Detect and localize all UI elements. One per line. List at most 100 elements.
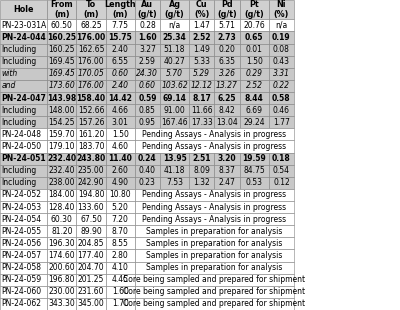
Bar: [106, 68, 135, 80]
Text: PN-24-058: PN-24-058: [2, 263, 42, 272]
Text: 0.65: 0.65: [245, 33, 264, 42]
Bar: [160, 104, 189, 116]
Text: 20.76: 20.76: [243, 21, 265, 30]
Text: n/a: n/a: [275, 21, 288, 30]
Bar: [106, 177, 135, 189]
Bar: [269, 44, 294, 56]
Text: 162.65: 162.65: [78, 45, 104, 54]
Text: 204.85: 204.85: [78, 239, 104, 248]
Text: 5.33: 5.33: [193, 57, 210, 66]
Bar: [0, 189, 47, 201]
Text: 0.95: 0.95: [139, 118, 156, 127]
Bar: [160, 116, 189, 128]
Text: 3.31: 3.31: [273, 69, 290, 78]
Text: Length
(m): Length (m): [104, 0, 136, 20]
Text: PN-24-053: PN-24-053: [2, 202, 42, 211]
Text: 176.00: 176.00: [78, 82, 104, 91]
Bar: [269, 177, 294, 189]
Text: 2.40: 2.40: [112, 82, 129, 91]
Text: 7.75: 7.75: [112, 21, 129, 30]
Text: 194.80: 194.80: [78, 190, 104, 199]
Bar: [106, 165, 135, 177]
Text: Pt
(g/t): Pt (g/t): [244, 0, 264, 20]
Bar: [47, 153, 76, 165]
Bar: [240, 0, 269, 19]
Text: 13.95: 13.95: [163, 154, 186, 163]
Bar: [189, 56, 214, 68]
Bar: [135, 274, 294, 286]
Text: 0.43: 0.43: [273, 57, 290, 66]
Bar: [214, 92, 240, 104]
Bar: [76, 262, 106, 274]
Text: 6.55: 6.55: [112, 57, 129, 66]
Text: 230.00: 230.00: [48, 287, 75, 296]
Bar: [160, 0, 189, 19]
Bar: [189, 92, 214, 104]
Text: 3.20: 3.20: [218, 154, 236, 163]
Text: 128.40: 128.40: [49, 202, 75, 211]
Text: 243.80: 243.80: [76, 154, 106, 163]
Text: 345.00: 345.00: [78, 299, 104, 308]
Bar: [76, 250, 106, 262]
Bar: [269, 80, 294, 92]
Bar: [269, 153, 294, 165]
Text: PN-24-060: PN-24-060: [2, 287, 42, 296]
Text: 0.20: 0.20: [218, 45, 236, 54]
Bar: [0, 298, 47, 310]
Bar: [214, 32, 240, 44]
Text: 1.32: 1.32: [194, 178, 210, 187]
Bar: [47, 32, 76, 44]
Text: 11.40: 11.40: [108, 154, 132, 163]
Text: 6.69: 6.69: [246, 106, 263, 115]
Bar: [106, 128, 135, 140]
Text: 0.60: 0.60: [112, 69, 129, 78]
Bar: [135, 116, 160, 128]
Text: Core being sampled and prepared for shipment: Core being sampled and prepared for ship…: [123, 275, 306, 284]
Text: 174.60: 174.60: [48, 251, 75, 260]
Text: 167.46: 167.46: [161, 118, 188, 127]
Bar: [47, 237, 76, 250]
Text: 2.52: 2.52: [192, 33, 211, 42]
Bar: [47, 116, 76, 128]
Bar: [269, 0, 294, 19]
Text: Including: Including: [2, 178, 37, 187]
Bar: [0, 19, 47, 32]
Bar: [0, 92, 47, 104]
Text: PN-24-050: PN-24-050: [2, 142, 42, 151]
Bar: [76, 201, 106, 213]
Text: PN-24-047: PN-24-047: [2, 94, 46, 103]
Text: 143.98: 143.98: [47, 94, 76, 103]
Bar: [76, 237, 106, 250]
Bar: [214, 116, 240, 128]
Text: 154.25: 154.25: [48, 118, 75, 127]
Bar: [76, 44, 106, 56]
Bar: [76, 286, 106, 298]
Text: 0.08: 0.08: [273, 45, 290, 54]
Text: 8.70: 8.70: [112, 227, 129, 236]
Text: 179.10: 179.10: [48, 142, 75, 151]
Text: Pending Assays - Analysis in progress: Pending Assays - Analysis in progress: [142, 190, 286, 199]
Bar: [135, 19, 160, 32]
Text: Cu
(%): Cu (%): [194, 0, 210, 20]
Bar: [0, 80, 47, 92]
Bar: [0, 177, 47, 189]
Bar: [0, 153, 47, 165]
Text: 7.53: 7.53: [166, 178, 183, 187]
Text: 1.49: 1.49: [193, 45, 210, 54]
Bar: [189, 153, 214, 165]
Bar: [135, 201, 294, 213]
Text: 2.73: 2.73: [218, 33, 236, 42]
Text: 0.59: 0.59: [138, 94, 157, 103]
Text: Samples in preparation for analysis: Samples in preparation for analysis: [146, 251, 282, 260]
Bar: [76, 274, 106, 286]
Text: 0.24: 0.24: [138, 154, 157, 163]
Bar: [76, 56, 106, 68]
Bar: [76, 165, 106, 177]
Bar: [106, 140, 135, 153]
Text: PN-24-059: PN-24-059: [2, 275, 42, 284]
Bar: [106, 250, 135, 262]
Text: 3.27: 3.27: [139, 45, 156, 54]
Bar: [47, 128, 76, 140]
Text: 160.25: 160.25: [48, 45, 75, 54]
Bar: [106, 225, 135, 237]
